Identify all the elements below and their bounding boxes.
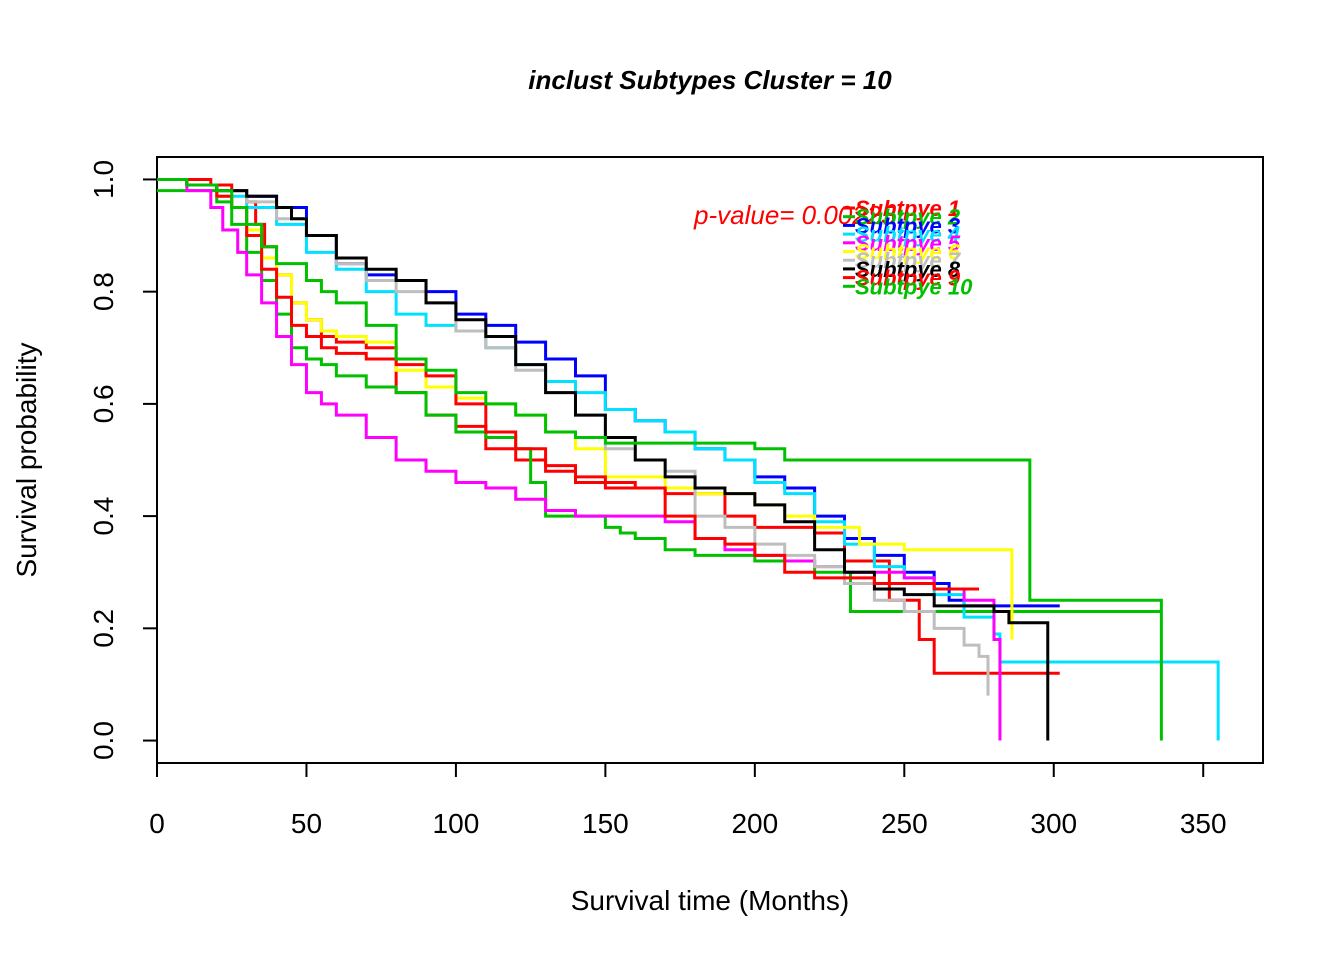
x-tick-label: 250 [881,808,928,839]
y-tick-label: 0.6 [88,384,119,423]
legend-label: Subtpye 10 [855,274,973,299]
y-tick-label: 0.0 [88,721,119,760]
x-axis-label: Survival time (Months) [571,885,850,916]
y-axis-label: Survival probability [11,343,42,578]
legend-label: Subtpye 2 [855,205,961,230]
y-tick-label: 1.0 [88,160,119,199]
y-axis: 0.0 0.2 0.4 0.6 0.8 1.0 [88,160,158,760]
legend-label: Subtpye 5 [855,231,961,256]
chart-title: inclust Subtypes Cluster = 10 [528,65,892,95]
survival-curve-10 [157,177,1163,741]
x-tick-label: 50 [291,808,322,839]
survival-curve-8 [157,177,1050,741]
legend-label: Subtpye 8 [855,257,961,282]
x-tick-label: 0 [149,808,165,839]
x-tick-label: 350 [1180,808,1227,839]
x-tick-label: 100 [433,808,480,839]
plot-frame [156,156,1264,764]
x-tick-label: 300 [1030,808,1077,839]
p-value-annotation: p-value= 0.00225 [693,200,896,230]
legend-label: Subtpye 6 [855,240,961,265]
survival-curves [157,177,1220,741]
legend-label: Subtpye 7 [855,248,962,273]
legend-label: Subtpye 4 [855,222,960,247]
survival-curve-9 [157,177,980,591]
x-tick-label: 150 [582,808,629,839]
legend-label: Subtpye 3 [855,213,960,238]
survival-curve-4 [157,177,1220,741]
x-tick-label: 200 [731,808,778,839]
y-tick-label: 0.4 [88,497,119,536]
y-tick-label: 0.2 [88,609,119,648]
x-axis: 0 50 100 150 200 250 300 350 [149,762,1227,839]
legend-label: Subtpye 1 [855,196,960,221]
y-tick-label: 0.8 [88,272,119,311]
legend-label: Subtpye 9 [855,266,961,291]
